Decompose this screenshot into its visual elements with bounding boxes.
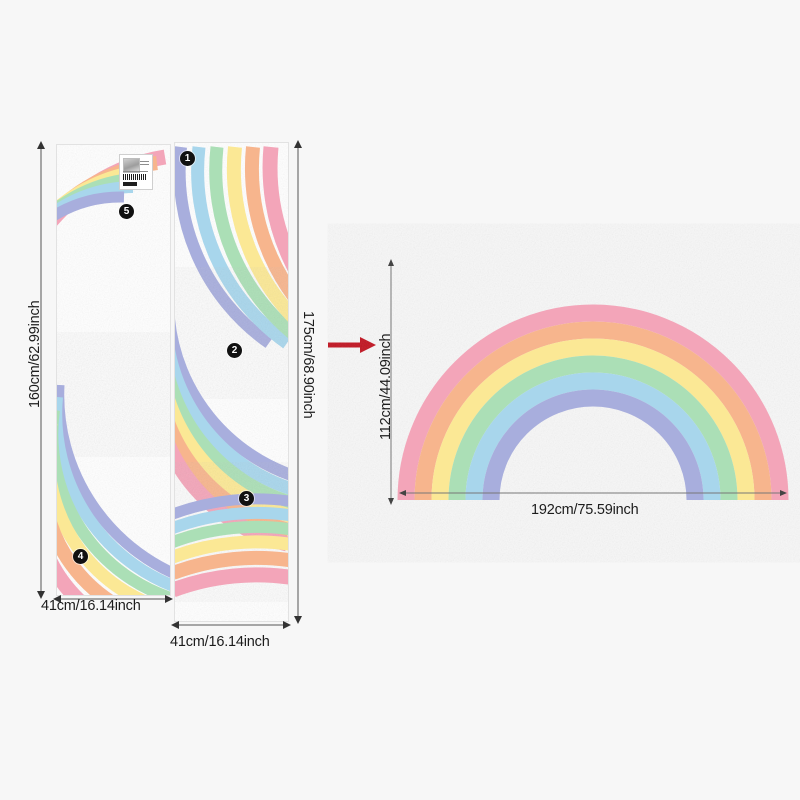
assembled-width-label: 192cm/75.59inch xyxy=(531,502,639,518)
left-height-dimension-line xyxy=(37,141,45,599)
piece-badge-2: 2 xyxy=(227,343,242,358)
middle-height-dimension-line xyxy=(294,140,302,624)
decal-piece-4 xyxy=(57,384,170,595)
label-thumbnail-icon xyxy=(123,158,140,173)
piece-badge-5: 5 xyxy=(119,204,134,219)
left-height-label: 160cm/62.99inch xyxy=(27,300,43,408)
piece-badge-3: 3 xyxy=(239,491,254,506)
assembled-height-label: 112cm/44.09inch xyxy=(378,333,394,440)
assembled-rainbow xyxy=(397,304,789,501)
decal-piece-1 xyxy=(175,146,288,349)
decal-piece-5 xyxy=(57,149,167,226)
left-width-dimension-line xyxy=(53,595,173,603)
decal-piece-2 xyxy=(175,318,288,552)
packaging-sheet-left: 5 4 xyxy=(56,144,171,596)
label-text-block xyxy=(123,182,137,186)
middle-width-dimension-line xyxy=(171,621,291,629)
assembled-height-dimension-line xyxy=(388,259,394,505)
packaging-sheet-middle: 1 2 3 xyxy=(174,142,289,622)
left-width-label: 41cm/16.14inch xyxy=(41,598,141,614)
decal-piece-3 xyxy=(175,493,288,598)
piece-badge-4: 4 xyxy=(73,549,88,564)
barcode-icon xyxy=(123,174,147,180)
middle-width-label: 41cm/16.14inch xyxy=(170,634,270,650)
middle-height-label: 175cm/68.90inch xyxy=(300,311,316,419)
product-label-sticker xyxy=(119,154,153,190)
assembled-width-dimension-line xyxy=(399,490,787,496)
right-arrow-icon xyxy=(328,337,376,353)
piece-badge-1: 1 xyxy=(180,151,195,166)
